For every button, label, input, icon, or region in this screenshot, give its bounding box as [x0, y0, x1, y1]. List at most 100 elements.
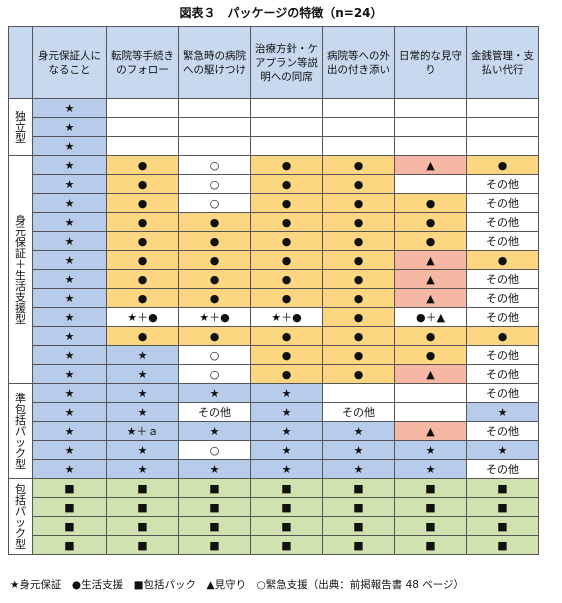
table-cell — [466, 117, 539, 137]
legend: ★身元保証 ●生活支援 ■包括パック ▲見守り ○緊急支援（出典：前掲報告書 4… — [10, 579, 465, 591]
table-cell: その他 — [466, 307, 539, 327]
table-row: ★ ● ● ● ● ▲ その他 — [9, 269, 539, 289]
table-cell: ● — [322, 307, 395, 327]
table-cell — [106, 117, 179, 137]
table-cell: ★ — [32, 193, 107, 213]
table-cell: ● — [322, 212, 395, 232]
figure-title: 図表３ パッケージの特徴（n=24） — [179, 6, 383, 20]
table-row: ★ ● ○ ● ● ● その他 — [9, 193, 539, 213]
table-cell: ● — [394, 326, 467, 346]
table-cell: その他 — [466, 345, 539, 365]
table-cell — [250, 136, 323, 156]
table-cell: ★ — [250, 459, 323, 479]
table-cell: ■ — [322, 516, 395, 536]
table-cell: ■ — [250, 535, 323, 555]
header-row: 身元保証人になること 転院等手続きのフォロー 緊急時の病院への駆けつけ 治療方針… — [8, 26, 539, 99]
table-cell: ● — [322, 269, 395, 289]
table-cell: ★ — [106, 459, 179, 479]
table-cell: ★＋● — [106, 307, 179, 327]
table-cell — [178, 117, 251, 137]
table-cell — [322, 117, 395, 137]
table-cell: ■ — [250, 516, 323, 536]
table-cell: ★ — [32, 288, 107, 308]
table-cell: ★ — [32, 231, 107, 251]
table-cell: ● — [394, 212, 467, 232]
table-cell — [394, 174, 467, 194]
table-cell: ● — [106, 326, 179, 346]
table-cell: ■ — [250, 478, 323, 498]
group-label: 包括パック型 — [8, 478, 33, 555]
table-cell: ■ — [32, 497, 107, 517]
table-cell: ■ — [178, 516, 251, 536]
table-cell — [250, 117, 323, 137]
table-cell: ● — [322, 345, 395, 365]
table-cell: ■ — [466, 535, 539, 555]
table-cell: ★ — [250, 421, 323, 441]
table-row: ■ ■ ■ ■ ■ ■ ■ — [9, 535, 539, 555]
table-row: ★ ● ● ● ● ● ● — [9, 326, 539, 346]
table-cell: ● — [250, 212, 323, 232]
table-cell: ●＋▲ — [394, 307, 467, 327]
table-cell: ■ — [394, 535, 467, 555]
header-guarantor: 身元保証人になること — [32, 26, 107, 99]
table-cell: ● — [322, 364, 395, 384]
table-cell: その他 — [466, 288, 539, 308]
table-cell: ○ — [178, 155, 251, 175]
table-cell: ● — [178, 288, 251, 308]
table-cell: ● — [322, 193, 395, 213]
table-cell: その他 — [322, 402, 395, 422]
table-cell: その他 — [466, 269, 539, 289]
table-row: ★ ★ ★ ★ ★ ★ その他 — [9, 459, 539, 479]
table-row: 包括パック型 ■ ■ ■ ■ ■ ■ ■ — [8, 478, 539, 555]
table-cell: ★ — [32, 421, 107, 441]
table-row: ★ ● ○ ● ● その他 — [9, 174, 539, 194]
table-row: ★ ★ ○ ★ ★ ★ ★ — [9, 440, 539, 460]
table-cell: ★ — [106, 383, 179, 403]
table-row: ★ ● ● ● ● ● その他 — [9, 212, 539, 232]
table-cell: ● — [106, 155, 179, 175]
table-cell: ★ — [394, 440, 467, 460]
table-cell: ★ — [32, 459, 107, 479]
table-cell — [394, 136, 467, 156]
table-row: ■ ■ ■ ■ ■ ■ ■ — [9, 516, 539, 536]
table-cell: ★ — [32, 326, 107, 346]
table-cell: ○ — [178, 440, 251, 460]
table-cell: ○ — [178, 174, 251, 194]
table-cell — [178, 136, 251, 156]
table-cell: ■ — [466, 497, 539, 517]
table-cell: ■ — [106, 478, 179, 498]
group-label-text: 包括パック型 — [15, 482, 26, 551]
table-cell: ■ — [106, 516, 179, 536]
table-cell: ● — [394, 231, 467, 251]
table-cell — [466, 98, 539, 118]
table-cell — [394, 383, 467, 403]
table-cell: ● — [394, 193, 467, 213]
table-cell — [322, 383, 395, 403]
table-cell: ● — [250, 269, 323, 289]
table-cell — [250, 98, 323, 118]
table-cell: ● — [250, 364, 323, 384]
table-cell: ★ — [32, 250, 107, 270]
table-cell — [394, 117, 467, 137]
table-cell: ★ — [106, 364, 179, 384]
table-cell: ▲ — [394, 364, 467, 384]
table-cell: ● — [250, 250, 323, 270]
table-cell: ● — [322, 231, 395, 251]
table-cell: ★ — [250, 402, 323, 422]
table-cell: ● — [106, 269, 179, 289]
table-cell: ★ — [178, 383, 251, 403]
table-cell: ★ — [466, 440, 539, 460]
table-row: ■ ■ ■ ■ ■ ■ ■ — [9, 497, 539, 517]
table-cell: その他 — [466, 421, 539, 441]
table-cell: ● — [322, 155, 395, 175]
table-cell: ● — [178, 212, 251, 232]
table-row: ★ ★ ○ ● ● ▲ その他 — [9, 364, 539, 384]
header-corner — [8, 26, 33, 99]
table-cell: ● — [106, 212, 179, 232]
group-label: 独立型 — [8, 98, 33, 156]
table-cell: ● — [106, 288, 179, 308]
table-cell: ▲ — [394, 421, 467, 441]
table-cell: ★ — [32, 383, 107, 403]
table-cell: ■ — [106, 535, 179, 555]
table-cell: ■ — [322, 497, 395, 517]
